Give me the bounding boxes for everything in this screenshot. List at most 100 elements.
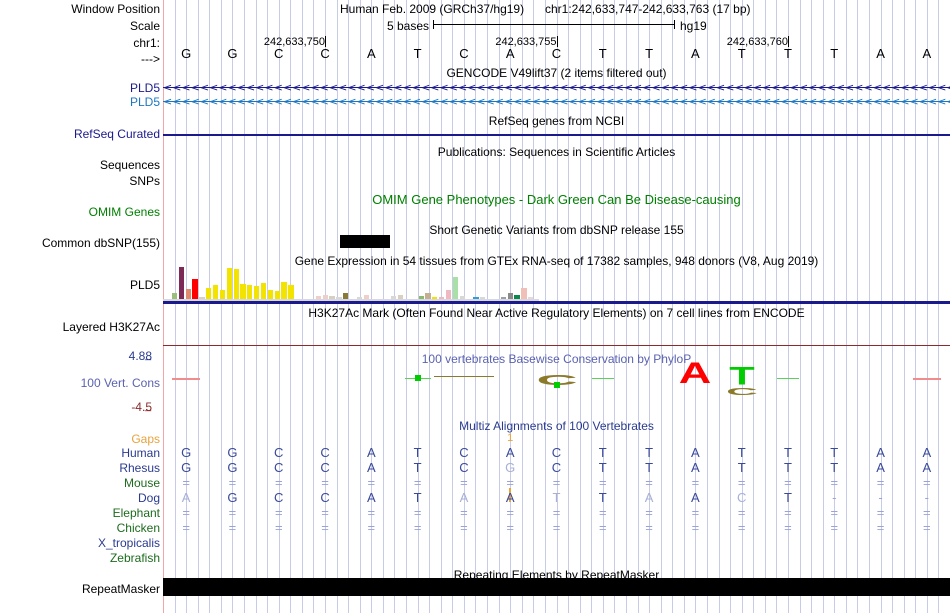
gtex-tissue-bar[interactable] [343,292,349,301]
multiz-cell: A [366,460,376,475]
conservation-base-glyph: C [535,371,578,389]
sequence-base: C [320,46,330,61]
scale-db-label: hg19 [680,19,707,33]
gtex-tissue-bar[interactable] [247,285,253,301]
repeatmasker-label[interactable]: RepeatMasker [81,582,160,596]
multiz-cell: A [505,490,515,505]
gtex-tissue-bar[interactable] [418,296,424,301]
gtex-tissue-bar[interactable] [521,287,527,301]
gtex-tissue-bar[interactable] [281,281,287,301]
gtex-tissue-bar[interactable] [185,288,191,301]
sequence-base: T [783,46,792,61]
gtex-tissue-bar[interactable] [206,287,212,301]
multiz-cell: = [413,520,422,535]
gtex-tissue-bar[interactable] [178,267,184,301]
gtex-tissue-bar[interactable] [226,268,232,301]
gtex-tissue-bar[interactable] [192,279,198,301]
gtex-tissue-bar[interactable] [240,284,246,301]
gencode-row-label-1[interactable]: PLD5 [129,95,160,109]
gtex-tissue-bar[interactable] [171,292,178,301]
multiz-cell: = [460,475,468,490]
multiz-cell: = [413,505,422,520]
multiz-cell: C [320,490,330,505]
gtex-tissue-bar[interactable] [452,276,459,301]
multiz-species-label-mouse[interactable]: Mouse [123,476,160,490]
multiz-species-label-dog[interactable]: Dog [137,491,160,505]
gencode-row-label-0[interactable]: PLD5 [129,81,160,95]
gtex-tissue-bar[interactable] [274,291,280,301]
multiz-species-label-zebrafish[interactable]: Zebrafish [109,551,160,565]
conservation-score-tick [591,378,614,379]
refseq-label[interactable]: RefSeq Curated [73,127,160,141]
sequence-base: T [830,46,839,61]
multiz-cell: T [645,460,654,475]
sequence-base: C [274,46,284,61]
conservation-max-value: 4.88 [128,349,152,363]
multiz-cell: = [598,520,607,535]
gtex-tissue-bar[interactable] [329,296,335,301]
multiz-cell: = [830,505,839,520]
dbsnp-variant-box[interactable] [340,235,390,248]
h3k27ac-label[interactable]: Layered H3K27Ac [62,320,160,334]
multiz-cell: T [552,490,561,505]
conservation-positive-mark [553,382,560,388]
multiz-species-label-human[interactable]: Human [121,446,160,460]
multiz-cell: = [506,520,514,535]
gtex-tissue-bar[interactable] [445,290,452,301]
multiz-species-label-elephant[interactable]: Elephant [112,506,160,520]
multiz-cell: = [552,475,561,490]
ruler-tick-label: 242,633,755 [495,36,557,48]
dbsnp-label[interactable]: Common dbSNP(155) [41,236,160,250]
multiz-cell: A [922,460,932,475]
gtex-tissue-bar[interactable] [219,290,226,301]
multiz-species-label-rhesus[interactable]: Rhesus [119,461,160,475]
multiz-cell: = [645,520,653,535]
conservation-min-value: -4.5 [131,400,152,414]
multiz-cell: = [923,505,931,520]
gtex-tissue-bar[interactable] [254,286,260,301]
multiz-cell: = [552,520,561,535]
gtex-tissue-bar[interactable] [233,269,239,301]
omim-label[interactable]: OMIM Genes [88,205,160,219]
multiz-gaps-label[interactable]: Gaps [131,432,160,446]
gtex-tissue-bar[interactable] [507,292,513,301]
gtex-tissue-bar[interactable] [288,285,294,301]
repeatmasker-element[interactable] [163,578,950,596]
gtex-tissue-bar[interactable] [391,296,397,301]
publications-snps-label[interactable]: SNPs [129,174,160,188]
gtex-expression-barchart[interactable] [163,263,950,301]
multiz-cell: T [737,460,746,475]
gtex-tissue-bar[interactable] [260,282,267,301]
multiz-species-label-chicken[interactable]: Chicken [116,521,160,535]
gtex-tissue-bar[interactable] [459,296,465,301]
gtex-tissue-bar[interactable] [315,296,321,301]
multiz-cell: G [505,460,516,475]
gtex-tissue-bar[interactable] [397,294,404,301]
multiz-species-label-x_tropicalis[interactable]: X_tropicalis [97,536,160,550]
h3k27ac-center-title: H3K27Ac Mark (Often Found Near Active Re… [308,306,805,320]
multiz-cell: A [876,460,885,475]
gtex-tissue-bar[interactable] [425,292,431,301]
multiz-cell: = [506,505,514,520]
gtex-tissue-bar[interactable] [267,290,274,301]
refseq-line[interactable] [163,134,950,136]
gtex-tissue-bar[interactable] [363,294,369,301]
gtex-tissue-bar[interactable] [322,294,328,301]
multiz-cell: T [645,445,654,460]
publications-sequences-label[interactable]: Sequences [99,158,160,172]
gtex-tissue-bar[interactable] [514,294,520,301]
multiz-cell: T [598,445,607,460]
multiz-cell: C [459,460,469,475]
conservation-label[interactable]: 100 Vert. Cons [80,376,160,390]
multiz-cell: A [691,445,700,460]
multiz-cell: = [691,505,700,520]
multiz-cell: A [876,445,885,460]
gtex-label[interactable]: PLD5 [129,278,160,292]
scale-text: 5 bases [387,19,430,33]
multiz-cell: T [830,460,839,475]
multiz-cell: = [784,475,792,490]
multiz-cell: A [366,490,376,505]
gtex-tissue-bar[interactable] [212,285,219,301]
